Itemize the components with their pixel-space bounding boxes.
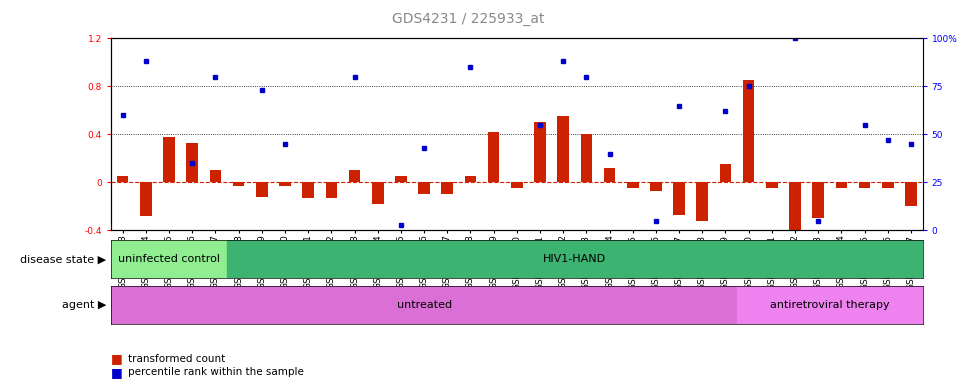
Text: untreated: untreated bbox=[396, 300, 452, 310]
Bar bbox=[395, 176, 407, 182]
Bar bbox=[302, 182, 314, 198]
Text: uninfected control: uninfected control bbox=[118, 254, 220, 264]
Bar bbox=[627, 182, 639, 189]
Bar bbox=[905, 182, 917, 207]
Text: transformed count: transformed count bbox=[128, 354, 226, 364]
Text: ■: ■ bbox=[111, 353, 123, 366]
Bar bbox=[465, 176, 476, 182]
Bar bbox=[743, 80, 754, 182]
Bar bbox=[279, 182, 291, 186]
Text: antiretroviral therapy: antiretroviral therapy bbox=[770, 300, 890, 310]
Bar bbox=[233, 182, 244, 186]
Bar bbox=[534, 122, 546, 182]
Bar bbox=[488, 132, 499, 182]
Text: HIV1-HAND: HIV1-HAND bbox=[543, 254, 607, 264]
Bar bbox=[418, 182, 430, 194]
Text: percentile rank within the sample: percentile rank within the sample bbox=[128, 367, 304, 377]
Bar bbox=[186, 143, 198, 182]
Bar bbox=[557, 116, 569, 182]
Text: agent ▶: agent ▶ bbox=[62, 300, 106, 310]
Bar bbox=[720, 164, 731, 182]
Bar bbox=[111, 240, 227, 278]
Bar bbox=[882, 182, 894, 189]
Bar bbox=[349, 170, 360, 182]
Bar bbox=[696, 182, 708, 221]
Bar bbox=[836, 182, 847, 189]
Bar bbox=[163, 137, 175, 182]
Bar bbox=[256, 182, 268, 197]
Text: disease state ▶: disease state ▶ bbox=[20, 254, 106, 264]
Bar bbox=[737, 286, 923, 324]
Bar bbox=[111, 286, 737, 324]
Text: ■: ■ bbox=[111, 366, 123, 379]
Bar bbox=[789, 182, 801, 245]
Bar bbox=[372, 182, 384, 204]
Bar bbox=[511, 182, 523, 189]
Bar bbox=[140, 182, 152, 216]
Bar bbox=[859, 182, 870, 189]
Bar bbox=[210, 170, 221, 182]
Bar bbox=[812, 182, 824, 218]
Bar bbox=[581, 134, 592, 182]
Bar bbox=[227, 240, 923, 278]
Bar bbox=[326, 182, 337, 198]
Bar bbox=[766, 182, 778, 189]
Bar bbox=[604, 168, 615, 182]
Text: GDS4231 / 225933_at: GDS4231 / 225933_at bbox=[392, 12, 545, 25]
Bar bbox=[650, 182, 662, 191]
Bar bbox=[441, 182, 453, 194]
Bar bbox=[117, 176, 128, 182]
Bar bbox=[673, 182, 685, 215]
